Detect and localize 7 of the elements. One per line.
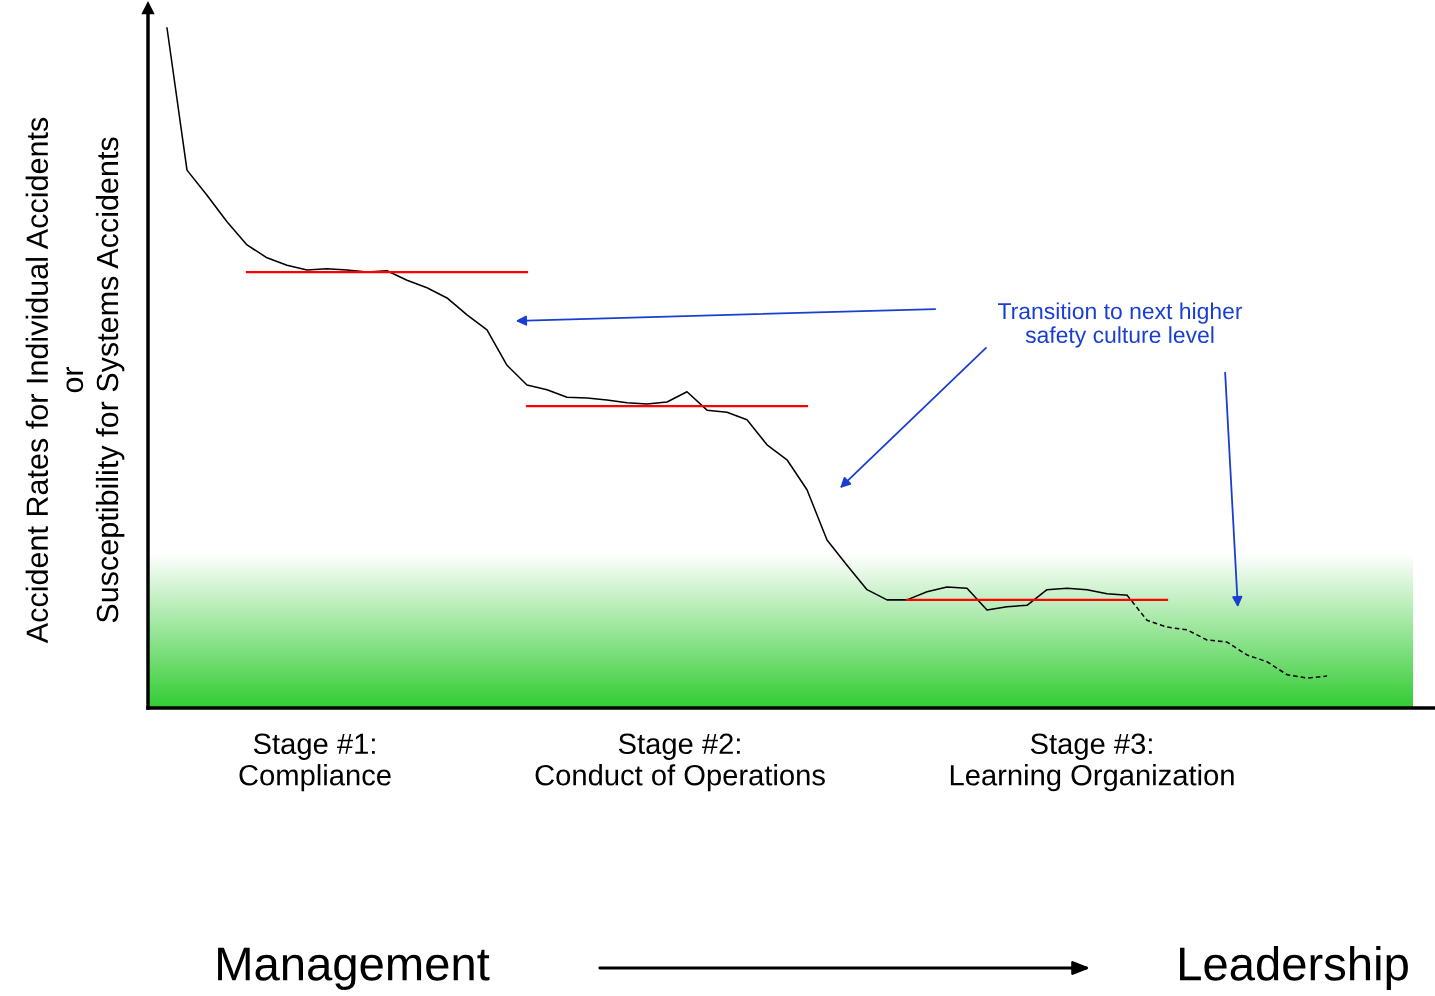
text: Management [218, 947, 490, 991]
annotation: Transition to next higher safety culture level [998, 302, 1243, 348]
text: Stage #2: Conduct of Operations [535, 733, 825, 792]
text: Stage #3: Learning Organization [950, 733, 1234, 792]
text: Stage #1: Compliance [239, 733, 391, 792]
text: Leadership [1180, 945, 1408, 991]
y-axis-title: Accident Rates for Individual Accidents or Susceptibility for Systems Accidents [25, 117, 125, 644]
